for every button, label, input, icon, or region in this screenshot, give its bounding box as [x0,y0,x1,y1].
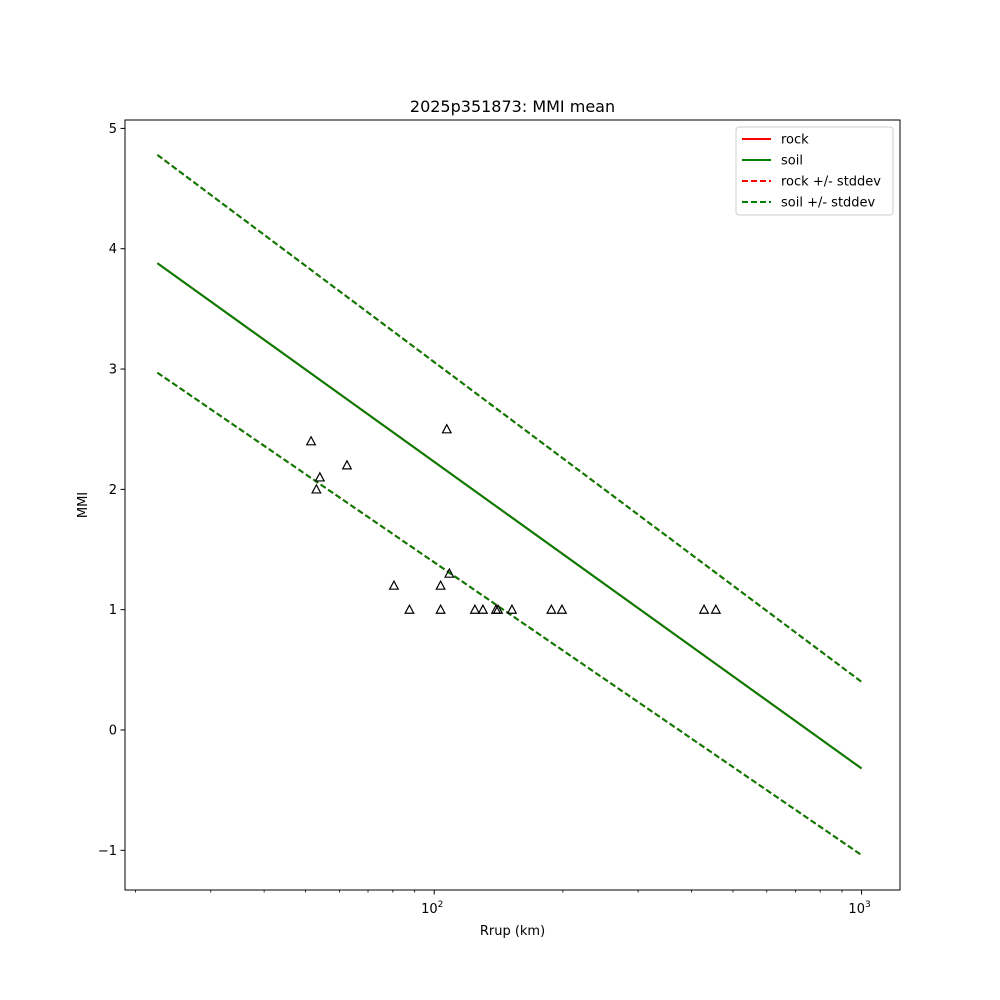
observation-point-1 [311,483,322,494]
observation-point-11 [477,603,489,614]
observation-point-13 [492,603,504,614]
y-tick-label-0: −1 [98,844,117,859]
observation-point-5 [404,603,415,614]
y-tick-label-1: 0 [109,723,117,738]
y-tick-label-5: 4 [109,242,117,257]
observation-point-17 [698,603,710,614]
observation-point-15 [546,603,557,614]
y-tick-label-3: 2 [109,483,117,498]
series-layer [156,154,863,856]
observation-point-6 [435,603,446,614]
observation-point-14 [506,603,518,614]
observation-point-8 [441,423,453,434]
x-axis-label: Rrup (km) [480,924,545,939]
y-tick-label-4: 3 [109,363,117,378]
observation-point-3 [341,459,353,470]
y-tick-label-6: 5 [109,122,117,137]
observation-point-4 [388,579,400,590]
observation-point-18 [710,603,722,614]
observation-point-0 [305,435,317,446]
observation-point-10 [469,603,481,614]
observation-point-2 [314,471,326,482]
legend-label-0: rock [781,133,809,148]
observation-point-7 [435,579,446,590]
observation-points [305,423,722,614]
observation-point-9 [444,567,455,578]
legend-label-1: soil [781,154,803,169]
x-tick-label-1: 103 [848,900,870,917]
plot-frame [124,119,901,891]
legend-label-3: soil +/- stddev [781,196,876,211]
series-lower-line-3 [156,371,863,856]
observation-point-16 [556,603,568,614]
y-axis-label: MMI [76,492,91,518]
series-upper-line-3 [156,154,863,683]
y-tick-label-2: 1 [109,603,117,618]
legend: rock soil rock +/- stddev soil +/- stddev [735,126,894,216]
legend-box [735,126,894,216]
legend-label-2: rock +/- stddev [781,175,881,190]
series-line-1 [156,262,863,770]
chart-title: 2025p351873: MMI mean [410,97,615,116]
axis-ticks: −1 0 1 2 3 4 5 102 103 [98,122,871,917]
x-tick-label-0: 102 [421,900,443,917]
